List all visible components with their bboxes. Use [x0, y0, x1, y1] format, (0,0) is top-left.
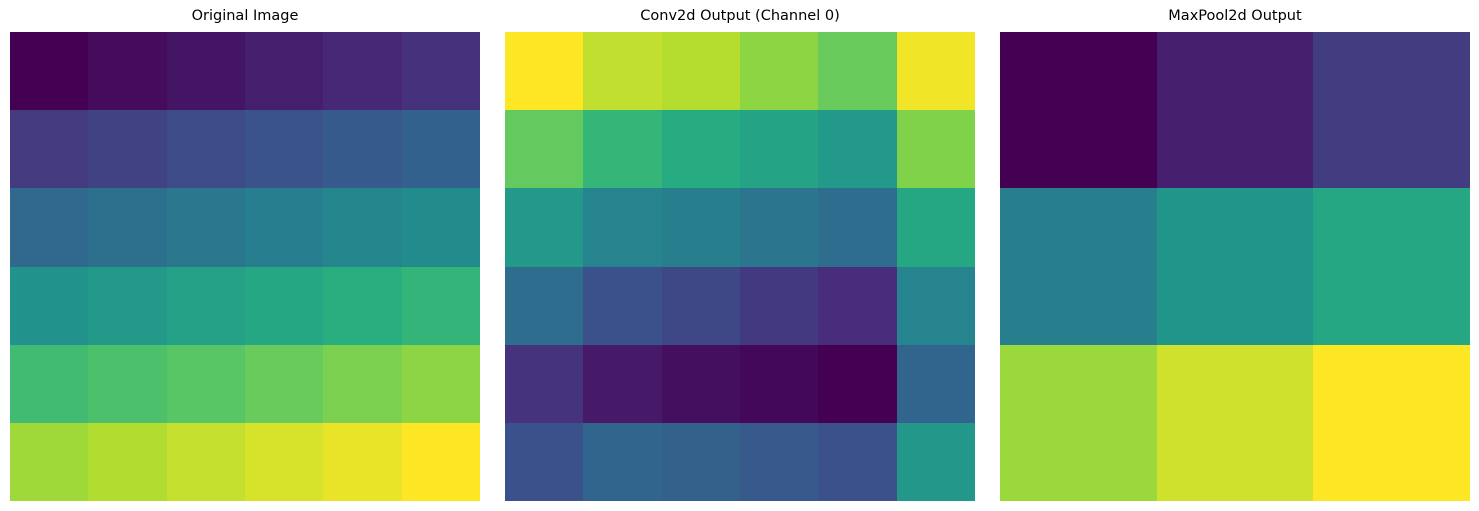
heatmap-cell-r1-c3 — [245, 110, 323, 188]
heatmap-cell-r4-c0 — [10, 345, 88, 423]
heatmap-cell-r0-c0 — [10, 32, 88, 110]
heatmap-cell-r1-c0 — [505, 110, 583, 188]
heatmap-cell-r5-c0 — [10, 423, 88, 501]
heatmap-cell-r0-c1 — [88, 32, 167, 110]
heatmap-cell-r2-c4 — [818, 188, 897, 267]
heatmap-cell-r3-c4 — [818, 267, 897, 345]
heatmap-cell-r2-c1 — [583, 188, 662, 267]
heatmap-cell-r0-c3 — [245, 32, 323, 110]
heatmap-cell-r1-c3 — [740, 110, 818, 188]
heatmap-cell-r3-c1 — [88, 267, 167, 345]
heatmap-cell-r1-c2 — [167, 110, 245, 188]
heatmap-cell-r4-c3 — [245, 345, 323, 423]
heatmap-cell-r1-c4 — [323, 110, 402, 188]
heatmap-cell-r5-c5 — [897, 423, 975, 501]
heatmap-cell-r1-c0 — [1000, 188, 1157, 345]
chart-title: Original Image — [191, 8, 299, 24]
heatmap-cell-r0-c3 — [740, 32, 818, 110]
heatmap-cell-r0-c4 — [323, 32, 402, 110]
heatmap-cell-r4-c4 — [818, 345, 897, 423]
heatmap-cell-r3-c5 — [897, 267, 975, 345]
heatmap-cell-r2-c5 — [402, 188, 480, 267]
heatmap-cell-r5-c3 — [245, 423, 323, 501]
heatmap-cell-r5-c4 — [323, 423, 402, 501]
heatmap-cell-r1-c4 — [818, 110, 897, 188]
heatmap-cell-r4-c5 — [402, 345, 480, 423]
heatmap-cell-r5-c5 — [402, 423, 480, 501]
heatmap-cell-r1-c1 — [1157, 188, 1313, 345]
heatmap-cell-r3-c5 — [402, 267, 480, 345]
heatmap-cell-r5-c4 — [818, 423, 897, 501]
heatmap-cell-r3-c4 — [323, 267, 402, 345]
heatmap-conv2d-output — [505, 32, 975, 501]
heatmap-cell-r4-c1 — [88, 345, 167, 423]
chart-title: Conv2d Output (Channel 0) — [640, 8, 840, 24]
heatmap-original-image — [10, 32, 480, 501]
heatmap-cell-r0-c5 — [402, 32, 480, 110]
heatmap-cell-r0-c4 — [818, 32, 897, 110]
heatmap-cell-r0-c1 — [583, 32, 662, 110]
heatmap-cell-r2-c0 — [505, 188, 583, 267]
heatmap-cell-r5-c2 — [167, 423, 245, 501]
heatmap-cell-r4-c3 — [740, 345, 818, 423]
heatmap-cell-r2-c2 — [662, 188, 740, 267]
heatmap-cell-r4-c4 — [323, 345, 402, 423]
heatmap-cell-r2-c5 — [897, 188, 975, 267]
chart-title: MaxPool2d Output — [1168, 8, 1302, 24]
heatmap-cell-r5-c1 — [583, 423, 662, 501]
heatmap-cell-r3-c1 — [583, 267, 662, 345]
heatmap-cell-r3-c0 — [10, 267, 88, 345]
heatmap-cell-r2-c3 — [740, 188, 818, 267]
heatmap-cell-r4-c2 — [662, 345, 740, 423]
heatmap-cell-r3-c0 — [505, 267, 583, 345]
heatmap-cell-r0-c2 — [167, 32, 245, 110]
heatmap-cell-r2-c0 — [10, 188, 88, 267]
heatmap-cell-r0-c0 — [1000, 32, 1157, 188]
heatmap-cell-r5-c3 — [740, 423, 818, 501]
heatmap-cell-r1-c1 — [88, 110, 167, 188]
heatmap-cell-r2-c1 — [1157, 345, 1313, 501]
heatmap-cell-r4-c0 — [505, 345, 583, 423]
heatmap-cell-r4-c2 — [167, 345, 245, 423]
panel-maxpool2d-output: MaxPool2d Output — [1000, 0, 1470, 511]
heatmap-cell-r1-c2 — [1313, 188, 1470, 345]
heatmap-cell-r2-c2 — [167, 188, 245, 267]
heatmap-cell-r0-c5 — [897, 32, 975, 110]
heatmap-cell-r1-c0 — [10, 110, 88, 188]
heatmap-cell-r5-c0 — [505, 423, 583, 501]
heatmap-cell-r1-c2 — [662, 110, 740, 188]
heatmap-cell-r5-c2 — [662, 423, 740, 501]
heatmap-cell-r2-c1 — [88, 188, 167, 267]
heatmap-cell-r1-c5 — [402, 110, 480, 188]
heatmap-cell-r2-c4 — [323, 188, 402, 267]
heatmap-cell-r3-c3 — [245, 267, 323, 345]
heatmap-cell-r1-c1 — [583, 110, 662, 188]
heatmap-cell-r3-c3 — [740, 267, 818, 345]
heatmap-cell-r3-c2 — [167, 267, 245, 345]
heatmap-cell-r0-c2 — [662, 32, 740, 110]
panel-original-image: Original Image — [10, 0, 480, 511]
heatmap-cell-r2-c2 — [1313, 345, 1470, 501]
heatmap-cell-r3-c2 — [662, 267, 740, 345]
heatmap-cell-r4-c1 — [583, 345, 662, 423]
heatmap-cell-r2-c0 — [1000, 345, 1157, 501]
heatmap-maxpool2d-output — [1000, 32, 1470, 501]
heatmap-cell-r5-c1 — [88, 423, 167, 501]
heatmap-cell-r1-c5 — [897, 110, 975, 188]
heatmap-cell-r4-c5 — [897, 345, 975, 423]
heatmap-cell-r2-c3 — [245, 188, 323, 267]
heatmap-cell-r0-c0 — [505, 32, 583, 110]
heatmap-cell-r0-c2 — [1313, 32, 1470, 188]
panel-conv2d-output: Conv2d Output (Channel 0) — [505, 0, 975, 511]
heatmap-cell-r0-c1 — [1157, 32, 1313, 188]
